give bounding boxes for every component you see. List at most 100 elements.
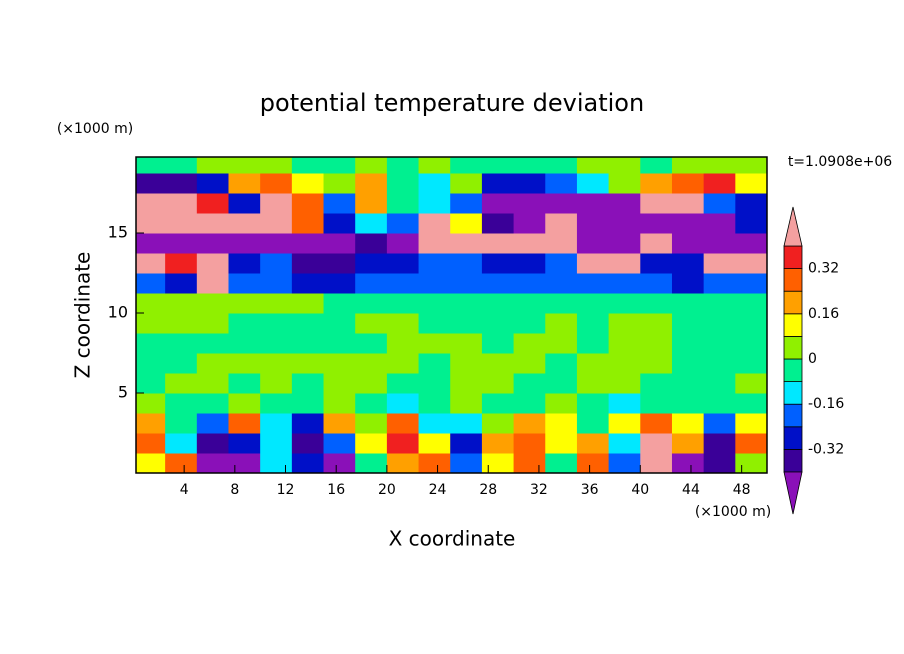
contour-cell	[735, 233, 767, 254]
contour-cell	[291, 233, 325, 254]
contour-cell	[136, 313, 166, 334]
contour-cell	[545, 233, 578, 254]
contour-cell	[735, 273, 767, 294]
contour-cell	[640, 173, 673, 194]
contour-cell	[136, 393, 166, 414]
colorbar-box	[783, 358, 803, 383]
contour-cell	[418, 253, 451, 274]
contour-cell	[323, 413, 356, 434]
y-tick-label: 5	[118, 383, 128, 402]
contour-cell	[576, 433, 610, 454]
contour-cell	[545, 173, 578, 194]
contour-cell	[735, 433, 767, 454]
contour-cell	[355, 313, 388, 334]
contour-cell	[608, 313, 641, 334]
contour-cell	[228, 433, 261, 454]
contour-cell	[576, 273, 610, 294]
contour-cell	[196, 273, 229, 294]
contour-cell	[671, 413, 705, 434]
contour-cell	[386, 213, 420, 234]
contour-cell	[196, 193, 229, 214]
contour-cell	[228, 393, 261, 414]
contour-cell	[576, 233, 610, 254]
contour-cell	[545, 253, 578, 274]
contour-cell	[576, 413, 610, 434]
contour-cell	[196, 373, 229, 394]
contour-cell	[703, 393, 736, 414]
x-tick-label: 48	[733, 482, 751, 498]
contour-cell	[386, 233, 420, 254]
contour-cell	[418, 413, 451, 434]
contour-cell	[450, 373, 483, 394]
contour-cell	[228, 453, 261, 473]
contour-cell	[291, 353, 325, 374]
contour-cell	[165, 193, 198, 214]
y-unit-label: (×1000 m)	[57, 121, 133, 137]
contour-cell	[703, 233, 736, 254]
contour-cell	[196, 213, 229, 234]
contour-cell	[260, 213, 293, 234]
contour-cell	[481, 373, 515, 394]
contour-cell	[576, 313, 610, 334]
contour-cell	[545, 393, 578, 414]
contour-cell	[608, 253, 641, 274]
x-tick-label: 24	[429, 482, 447, 498]
x-tick-label: 32	[530, 482, 548, 498]
contour-cell	[136, 157, 166, 174]
colorbar-box	[783, 335, 803, 360]
contour-cell	[418, 233, 451, 254]
contour-cell	[450, 433, 483, 454]
contour-cell	[481, 393, 515, 414]
contour-cell	[671, 353, 705, 374]
contour-cell	[355, 453, 388, 473]
contour-cell	[703, 293, 736, 314]
contour-cell	[640, 157, 673, 174]
contour-cell	[291, 193, 325, 214]
contour-cell	[260, 173, 293, 194]
contour-cell	[481, 293, 515, 314]
contour-cell	[355, 373, 388, 394]
contour-cell	[735, 293, 767, 314]
contour-cell	[260, 433, 293, 454]
contour-cell	[671, 313, 705, 334]
contour-cell	[418, 173, 451, 194]
contour-cell	[355, 233, 388, 254]
x-tick-label: 40	[631, 482, 649, 498]
contour-cell	[481, 233, 515, 254]
contour-cell	[640, 313, 673, 334]
contour-cell	[703, 313, 736, 334]
contour-cell	[671, 293, 705, 314]
x-tick-label: 4	[180, 482, 189, 498]
contour-cell	[386, 353, 420, 374]
contour-cell	[418, 313, 451, 334]
contour-cell	[576, 333, 610, 354]
contour-cell	[291, 413, 325, 434]
contour-cell	[291, 313, 325, 334]
contour-cell	[136, 413, 166, 434]
x-tick-label: 16	[327, 482, 345, 498]
contour-cell	[291, 333, 325, 354]
colorbar-box	[783, 403, 803, 428]
contour-cell	[608, 353, 641, 374]
contour-cell	[545, 273, 578, 294]
contour-cell	[196, 293, 229, 314]
contour-cell	[640, 353, 673, 374]
y-tick-label: 15	[108, 223, 128, 242]
contour-cell	[735, 253, 767, 274]
contour-cell	[291, 293, 325, 314]
contour-cell	[196, 393, 229, 414]
contour-cell	[513, 393, 546, 414]
contour-cell	[513, 293, 546, 314]
contour-cell	[386, 413, 420, 434]
contour-cell	[735, 213, 767, 234]
contour-cell	[323, 393, 356, 414]
contour-cell	[196, 413, 229, 434]
contour-cell	[386, 433, 420, 454]
contour-cell	[703, 193, 736, 214]
contour-cell	[228, 193, 261, 214]
contour-cell	[355, 333, 388, 354]
colorbar-label: 0.16	[808, 306, 839, 322]
colorbar-label: -0.32	[808, 441, 844, 457]
contour-cell	[703, 157, 736, 174]
contour-cell	[481, 433, 515, 454]
